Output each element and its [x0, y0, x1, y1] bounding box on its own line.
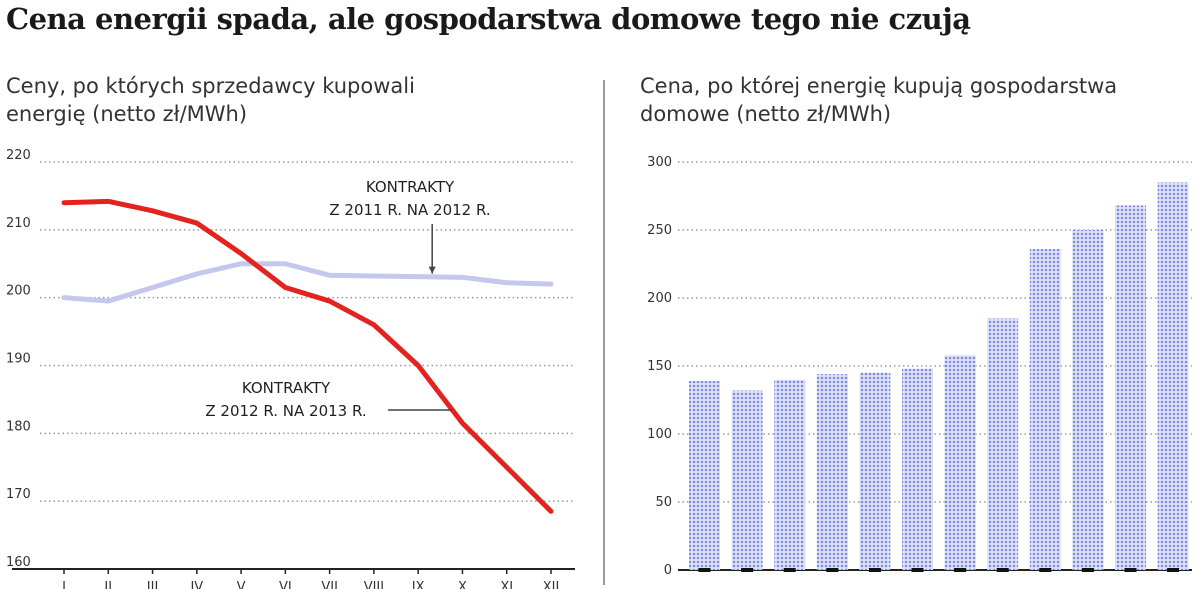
y-tick-label: 180 — [6, 419, 31, 434]
y-tick-label: 200 — [647, 291, 672, 306]
bar — [774, 379, 806, 570]
main-title: Cena energii spada, ale gospodarstwa dom… — [6, 2, 971, 36]
x-tick-label: VII — [321, 580, 338, 589]
bar — [944, 355, 976, 570]
bar — [1157, 182, 1189, 570]
annotation-2012-2013-text: Z 2012 R. NA 2013 R. — [205, 402, 366, 420]
y-tick-label: 250 — [647, 223, 672, 238]
left-chart-title: Ceny, po których sprzedawcy kupowali ene… — [6, 74, 415, 126]
y-tick-label: 160 — [6, 555, 31, 570]
bar — [731, 390, 763, 570]
y-tick-label: 0 — [664, 563, 672, 578]
bar-base-marker — [868, 568, 881, 572]
bar — [987, 318, 1019, 570]
x-tick-label: III — [147, 580, 159, 589]
y-tick-label: 210 — [6, 216, 31, 231]
bar-base-marker — [911, 568, 924, 572]
bar-base-marker — [741, 568, 754, 572]
bar — [689, 380, 720, 570]
bar-base-marker — [1081, 568, 1094, 572]
y-tick-label: 170 — [6, 487, 31, 502]
x-tick-label: V — [237, 580, 246, 589]
bar-base-marker — [1167, 568, 1180, 572]
x-tick-label: XII — [543, 580, 560, 589]
bar-base-marker — [954, 568, 967, 572]
y-tick-label: 150 — [647, 359, 672, 374]
x-tick-label: VI — [279, 580, 292, 589]
y-tick-label: 200 — [6, 284, 31, 299]
bar-base-marker — [826, 568, 839, 572]
annotation-2011-2012-text: Z 2011 R. NA 2012 R. — [329, 201, 490, 219]
annotation-2011-2012-text: KONTRAKTY — [366, 178, 455, 196]
y-tick-label: 50 — [655, 495, 672, 510]
right-chart-title: Cena, po której energię kupują gospodars… — [640, 74, 1118, 126]
x-tick-label: IV — [190, 580, 203, 589]
bar — [1115, 205, 1146, 570]
bar — [1072, 230, 1104, 570]
x-tick-label: II — [104, 580, 112, 589]
y-tick-label: 100 — [647, 427, 672, 442]
x-tick-label: X — [458, 580, 467, 589]
y-tick-label: 300 — [647, 155, 672, 170]
x-tick-label: I — [62, 580, 66, 589]
y-tick-label: 220 — [6, 148, 31, 163]
bar — [859, 372, 891, 570]
annotation-2012-2013-text: KONTRAKTY — [242, 379, 331, 397]
panel-divider — [603, 80, 605, 585]
bar — [816, 374, 848, 570]
y-tick-label: 190 — [6, 352, 31, 367]
bar — [902, 368, 933, 570]
series-line-2012-2013 — [61, 198, 554, 514]
x-tick-label: XI — [500, 580, 513, 589]
bar-base-marker — [783, 568, 796, 572]
bar-base-marker — [1124, 568, 1137, 572]
bar-chart: 0 50 100 150 200 250 300 — [647, 155, 1192, 578]
x-tick-label: VIII — [364, 580, 384, 589]
bar — [1029, 249, 1061, 571]
bar-base-marker — [1039, 568, 1052, 572]
bar-base-marker — [698, 568, 711, 572]
series-line-2011-2012 — [61, 261, 554, 304]
x-tick-label: IX — [412, 580, 425, 589]
annotation-2011-2012-arrowhead — [428, 266, 436, 274]
bar-base-marker — [996, 568, 1009, 572]
